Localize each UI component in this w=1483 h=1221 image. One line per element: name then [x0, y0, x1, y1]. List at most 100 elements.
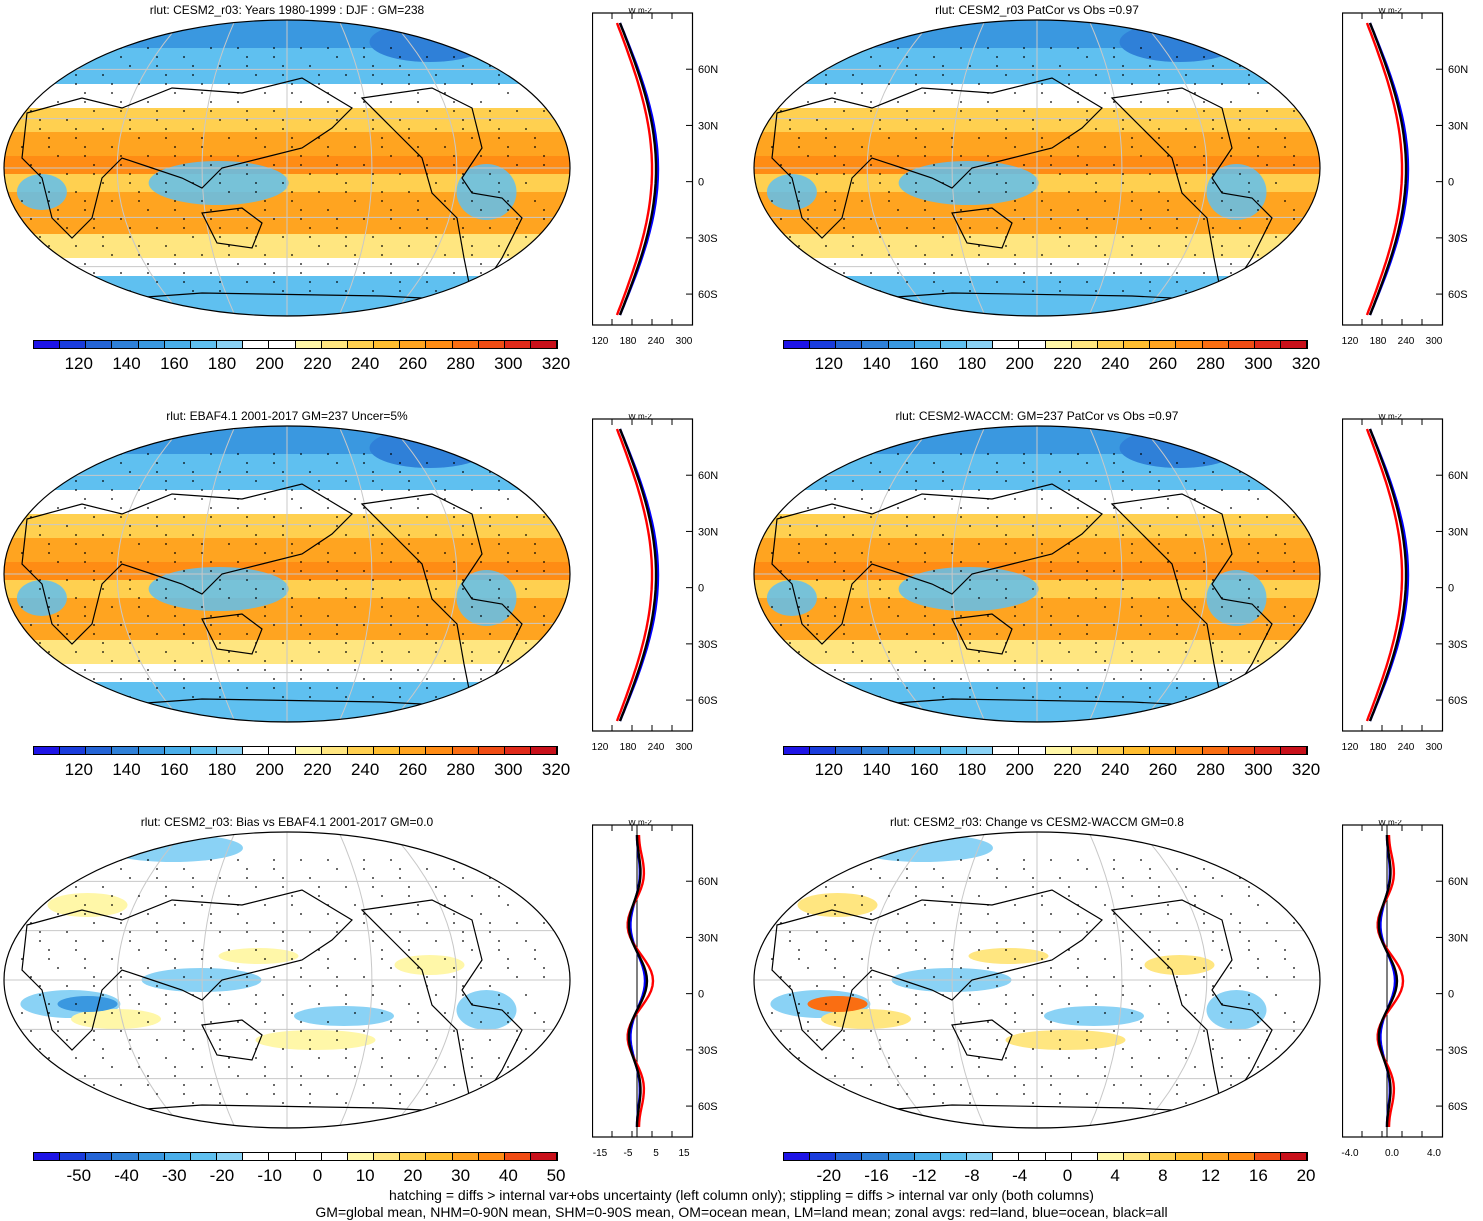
colorbar: [33, 746, 558, 755]
colorbar-tick-label: 180: [207, 760, 237, 779]
colorbar-labels: 120 140 160 180 200 220 240 260 280 300 320: [783, 354, 1321, 376]
colorbar-tick-label: -10: [257, 1166, 282, 1185]
zonal-x-tick-label: 4.0: [1427, 1148, 1441, 1159]
colorbar-tick-label: 240: [1100, 760, 1130, 779]
latitude-label: 60N: [1448, 64, 1468, 76]
zonal-unit-label: W m-2: [1378, 414, 1402, 421]
colorbar-tick-label: -16: [864, 1166, 889, 1185]
latitude-label: 60N: [698, 470, 718, 482]
map-border: [3, 831, 571, 1129]
colorbar-tick-label: -20: [209, 1166, 235, 1185]
zonal-unit-label: W m-2: [1378, 820, 1402, 827]
colorbar-tick-label: 220: [303, 354, 332, 373]
zonal-average-plot: W m-2 60N 30N 0 30S 60S: [592, 820, 718, 1138]
panel-title: rlut: CESM2_r03: Bias vs EBAF4.1 2001-20…: [140, 815, 434, 829]
latitude-label: 0: [1448, 989, 1454, 1001]
colorbar-tick-label: 0: [1062, 1166, 1073, 1185]
colorbar-tick-label: -8: [964, 1166, 980, 1185]
latitude-label: 60S: [1448, 289, 1468, 301]
colorbar-tick-label: 260: [1148, 354, 1178, 373]
colorbar-tick-label: -40: [114, 1166, 139, 1185]
colorbar-tick-label: 120: [64, 760, 93, 779]
latitude-label: 60N: [698, 64, 718, 76]
colorbar-tick-label: 20: [403, 1166, 423, 1185]
colorbar-tick-label: 280: [1196, 354, 1225, 373]
zonal-unit-label: W m-2: [628, 414, 652, 421]
zonal-x-tick-label: 5: [653, 1148, 659, 1159]
zonal-x-tick-label: 300: [675, 336, 693, 347]
colorbar-tick-label: -50: [66, 1166, 92, 1185]
zonal-x-tick-label: -5: [623, 1148, 633, 1159]
colorbar-tick-label: 260: [398, 354, 428, 373]
latitude-label: 30S: [1448, 639, 1468, 651]
zonal-x-tick-label: 180: [1369, 336, 1387, 347]
colorbar-tick-label: 300: [1244, 760, 1273, 779]
colorbar-tick-label: -4: [1012, 1166, 1028, 1185]
footer-line-1: hatching = diffs > internal var+obs unce…: [389, 1187, 1094, 1203]
colorbar-tick-label: 220: [303, 760, 332, 779]
colorbar-tick-label: 160: [160, 760, 189, 779]
colorbar-tick-label: 300: [494, 354, 523, 373]
zonal-x-tick-label: 300: [1425, 336, 1443, 347]
zonal-x-tick-label: 240: [647, 336, 665, 347]
colorbar-tick-label: 320: [1291, 354, 1321, 373]
robinson-map: [3, 425, 571, 723]
colorbar-labels: 120 140 160 180 200 220 240 260 280 300 320: [783, 760, 1321, 782]
zonal-x-tick-label: 180: [1369, 742, 1387, 753]
map-border: [3, 19, 571, 317]
latitude-label: 30S: [1448, 233, 1468, 245]
robinson-map: [3, 19, 571, 317]
latitude-label: 30N: [1448, 526, 1468, 538]
latitude-label: 60S: [1448, 1101, 1468, 1113]
colorbar-tick-label: -20: [816, 1166, 842, 1185]
colorbar-tick-label: 240: [350, 354, 380, 373]
colorbar-tick-label: 140: [862, 354, 891, 373]
zonal-x-ticks: 120 180 240 300: [591, 336, 693, 350]
panel-title: rlut: CESM2_r03 PatCor vs Obs =0.97: [935, 3, 1139, 17]
colorbar-tick-label: 140: [862, 760, 891, 779]
zonal-average-plot: W m-2 60N 30N 0 30S 60S: [592, 8, 718, 326]
colorbar-tick-label: 40: [498, 1166, 518, 1185]
latitude-label: 30N: [1448, 932, 1468, 944]
colorbar-labels: 120 140 160 180 200 220 240 260 280 300 320: [33, 760, 571, 782]
colorbar-tick-label: 180: [957, 354, 987, 373]
colorbar-tick-label: 240: [1100, 354, 1130, 373]
colorbar: [783, 340, 1308, 349]
colorbar-tick-label: 200: [1005, 354, 1034, 373]
latitude-label: 0: [1448, 583, 1454, 595]
zonal-x-tick-label: 15: [678, 1148, 690, 1159]
zonal-x-tick-label: 120: [591, 742, 609, 753]
colorbar-tick-label: 220: [1053, 354, 1082, 373]
colorbar-tick-label: 200: [1005, 760, 1034, 779]
colorbar-tick-label: 200: [255, 354, 284, 373]
colorbar-tick-label: 160: [160, 354, 189, 373]
colorbar: [33, 1152, 558, 1161]
zonal-average-plot: W m-2 60N 30N 0 30S 60S: [592, 414, 718, 732]
colorbar-tick-label: 120: [814, 760, 843, 779]
zonal-average-plot: W m-2 60N 30N 0 30S 60S: [1342, 8, 1468, 326]
colorbar-tick-label: 140: [112, 760, 141, 779]
zonal-x-tick-label: 300: [1425, 742, 1443, 753]
colorbar-tick-label: 16: [1248, 1166, 1268, 1185]
zonal-x-ticks: -15 -5 5 15: [592, 1148, 692, 1162]
latitude-label: 0: [1448, 177, 1454, 189]
colorbar-tick-label: 220: [1053, 760, 1082, 779]
zonal-x-tick-label: 120: [591, 336, 609, 347]
zonal-unit-label: W m-2: [1378, 8, 1402, 15]
latitude-label: 30N: [698, 526, 718, 538]
zonal-x-tick-label: 240: [647, 742, 665, 753]
zonal-x-tick-label: 120: [1341, 336, 1359, 347]
colorbar: [783, 1152, 1308, 1161]
map-border: [753, 425, 1321, 723]
colorbar-tick-label: 240: [350, 760, 380, 779]
colorbar-tick-label: 20: [1296, 1166, 1316, 1185]
robinson-map: [753, 831, 1321, 1129]
panel-title: rlut: CESM2-WACCM: GM=237 PatCor vs Obs …: [895, 409, 1179, 423]
colorbar-tick-label: 320: [541, 354, 571, 373]
panel-title: rlut: EBAF4.1 2001-2017 GM=237 Uncer=5%: [166, 409, 408, 423]
zonal-unit-label: W m-2: [628, 820, 652, 827]
panel-title: rlut: CESM2_r03: Change vs CESM2-WACCM G…: [890, 815, 1184, 829]
robinson-map: [3, 831, 571, 1129]
panel-title: rlut: CESM2_r03: Years 1980-1999 : DJF :…: [149, 3, 425, 17]
zonal-x-tick-label: 300: [675, 742, 693, 753]
